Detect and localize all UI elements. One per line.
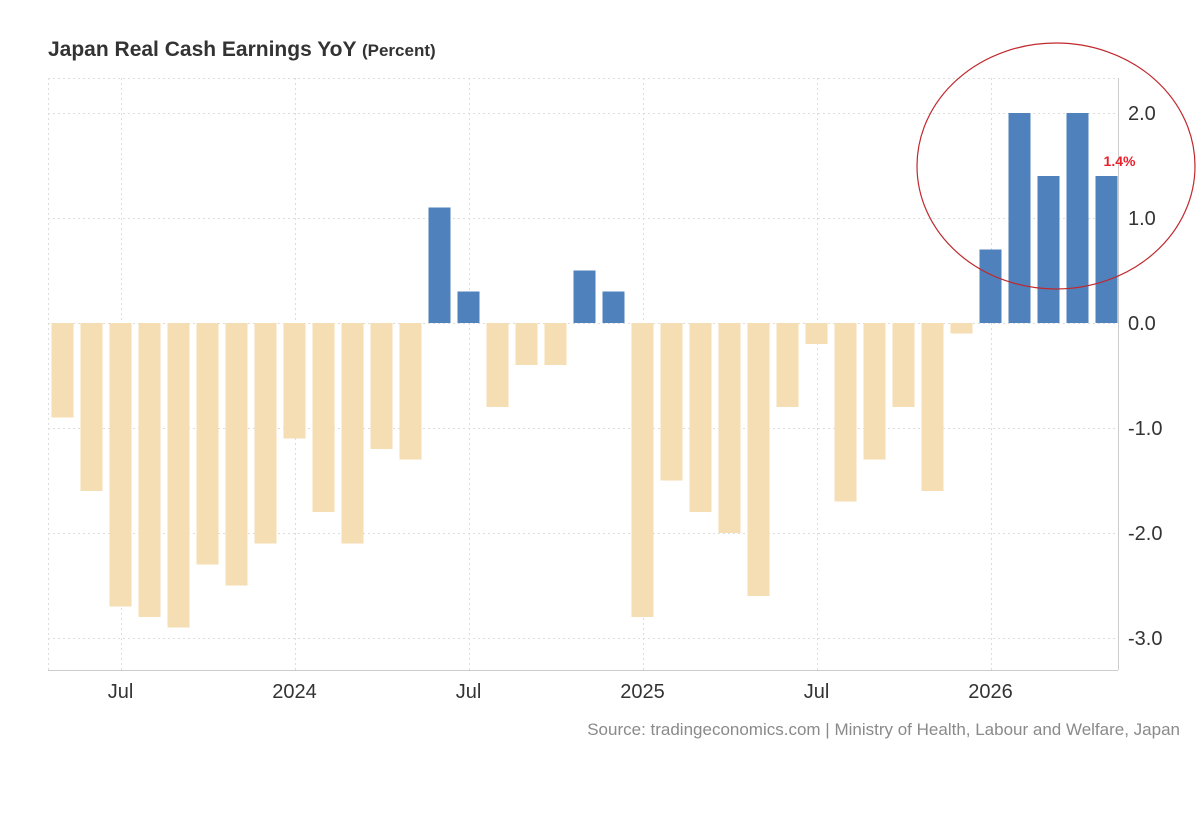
y-tick-label: -2.0 <box>1128 523 1162 545</box>
bar <box>863 323 886 460</box>
bar <box>1066 113 1089 323</box>
x-tick-label: Jul <box>804 681 830 703</box>
bar <box>399 323 422 460</box>
bar <box>1008 113 1031 323</box>
highlight-circle <box>916 42 1196 290</box>
bar <box>544 323 567 365</box>
callout-label: 1.4% <box>1104 153 1136 169</box>
bar <box>283 323 306 439</box>
bar <box>109 323 132 607</box>
bar <box>341 323 364 544</box>
y-tick-label: -1.0 <box>1128 418 1162 440</box>
bar <box>167 323 190 628</box>
x-tick-label: 2025 <box>620 681 665 703</box>
bar <box>486 323 509 407</box>
bar <box>225 323 248 586</box>
x-tick-label: Jul <box>108 681 134 703</box>
bar <box>602 291 625 323</box>
chart-unit: (Percent) <box>361 41 436 60</box>
bar <box>573 270 596 323</box>
bar <box>689 323 712 512</box>
bar <box>51 323 74 418</box>
bar <box>138 323 161 617</box>
bar <box>979 249 1002 323</box>
y-tick-label: 0.0 <box>1128 313 1156 335</box>
x-tick-label: 2026 <box>968 681 1013 703</box>
y-tick-label: 1.0 <box>1128 208 1156 230</box>
bar <box>834 323 857 502</box>
bar <box>631 323 654 617</box>
bar <box>196 323 219 565</box>
bar <box>747 323 770 596</box>
x-tick-label: 2024 <box>272 681 317 703</box>
bar <box>370 323 393 449</box>
bar <box>428 207 451 323</box>
bar <box>921 323 944 491</box>
bar <box>80 323 103 491</box>
bar <box>805 323 828 344</box>
bar <box>892 323 915 407</box>
bar <box>718 323 741 533</box>
bar <box>254 323 277 544</box>
y-tick-label: 2.0 <box>1128 103 1156 125</box>
bar <box>312 323 335 512</box>
source-note: Source: tradingeconomics.com | Ministry … <box>587 720 1180 739</box>
chart-title-text: Japan Real Cash Earnings YoY <box>48 38 357 61</box>
bar <box>1095 176 1118 323</box>
bar <box>776 323 799 407</box>
bar <box>660 323 683 481</box>
bar <box>515 323 538 365</box>
bar <box>457 291 480 323</box>
bar <box>1037 176 1060 323</box>
x-tick-label: Jul <box>456 681 482 703</box>
y-tick-label: -3.0 <box>1128 628 1162 650</box>
bar <box>950 323 973 334</box>
chart-title: Japan Real Cash Earnings YoY (Percent) <box>48 38 436 62</box>
